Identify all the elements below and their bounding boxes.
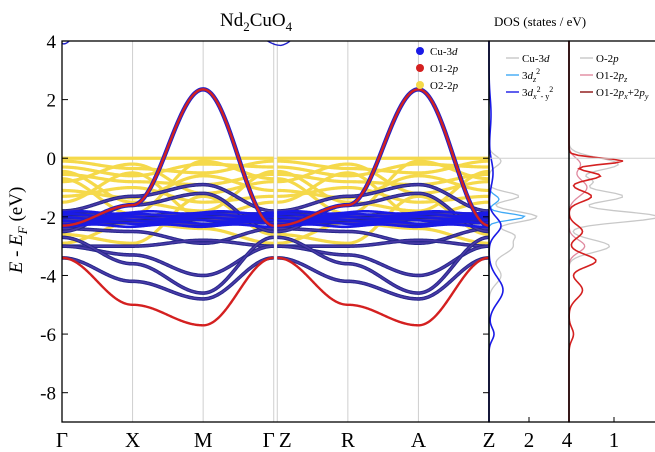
k-point-label: M bbox=[194, 428, 213, 452]
y-tick-label: -2 bbox=[40, 208, 56, 229]
cu3d-flat-4 bbox=[62, 217, 489, 223]
dos-o-pz bbox=[568, 41, 588, 422]
cu3d-band-8-outline bbox=[62, 244, 489, 278]
cu3d-band-7 bbox=[62, 239, 489, 247]
cu3d-band-6 bbox=[62, 227, 489, 245]
cu3d-flat-1 bbox=[62, 209, 489, 215]
cu3d-band-8 bbox=[62, 245, 489, 277]
k-point-label: X bbox=[125, 428, 140, 452]
legend-marker-o2 bbox=[416, 81, 424, 89]
y-tick-labels: -8 -6 -4 -2 0 2 4 bbox=[40, 32, 489, 405]
k-point-label: Γ bbox=[263, 428, 275, 452]
dos-cu-tick-label: 4 bbox=[562, 428, 573, 452]
y-tick-label: 0 bbox=[47, 149, 57, 170]
y-tick-label: 2 bbox=[47, 91, 57, 112]
legend-label-cu3d: Cu-3d bbox=[430, 46, 458, 58]
k-point-label: A bbox=[411, 428, 427, 452]
y-tick-label: -8 bbox=[40, 384, 56, 405]
band-panel bbox=[62, 41, 489, 422]
dos-cu-dx2y2 bbox=[488, 41, 504, 422]
k-point-label: Γ bbox=[56, 428, 68, 452]
o2-2p-band-11 bbox=[62, 171, 489, 219]
dos-o-legend-1: O-2p bbox=[596, 53, 619, 65]
dos-cu-legend-1: Cu-3d bbox=[522, 53, 550, 65]
o2-2p-band-10 bbox=[62, 159, 489, 216]
dos-cu-legend-2: 3dz2 bbox=[522, 67, 540, 84]
cu-dx2y2-band bbox=[62, 88, 489, 227]
dos-cu-legend-3: 3dx2- y2 bbox=[522, 85, 553, 101]
legend-marker-o1 bbox=[416, 64, 424, 72]
k-point-label: Z bbox=[279, 428, 292, 452]
y-tick-label: -4 bbox=[40, 266, 56, 287]
o1-bonding-band bbox=[62, 256, 489, 327]
dos-o-legend: O-2p O1-2pz O1-2px+2py bbox=[580, 53, 649, 101]
cu3d-band-9 bbox=[62, 257, 489, 300]
cu3d-band-11 bbox=[62, 236, 489, 294]
high-band-gamma bbox=[62, 41, 71, 45]
o2-2p-band-4 bbox=[62, 172, 489, 187]
dos-o-legend-2: O1-2pz bbox=[596, 70, 628, 84]
cu3d-flat-5 bbox=[62, 220, 489, 226]
k-point-label: Z bbox=[483, 428, 496, 452]
cu3d-flat-6 bbox=[62, 223, 489, 229]
legend-marker-cu3d bbox=[416, 47, 424, 55]
legend-label-o2: O2-2p bbox=[430, 80, 459, 92]
band-legend: Cu-3d O1-2p O2-2p bbox=[416, 46, 459, 92]
y-axis-label: E - EF (eV) bbox=[6, 187, 30, 275]
k-point-label: R bbox=[341, 428, 355, 452]
dos-tick-labels: 2 4 1 bbox=[524, 417, 620, 452]
chart-title: Nd2CuO4 bbox=[220, 10, 293, 34]
legend-label-o1: O1-2p bbox=[430, 63, 459, 75]
cu3d-band-5 bbox=[62, 183, 489, 212]
y-tick-label: 4 bbox=[47, 32, 57, 53]
dos-cu-legend: Cu-3d 3dz2 3dx2- y2 bbox=[506, 53, 553, 101]
dos-o-tick-label: 1 bbox=[609, 428, 620, 452]
o2-2p-band-5 bbox=[62, 162, 489, 195]
dos-title: DOS (states / eV) bbox=[494, 14, 586, 29]
cu3d-flat-3 bbox=[62, 215, 489, 221]
dos-o-legend-3: O1-2px+2py bbox=[596, 87, 649, 101]
high-band-z bbox=[266, 41, 292, 47]
dos-cu-tick-label: 2 bbox=[524, 428, 535, 452]
y-tick-label: -6 bbox=[40, 325, 56, 346]
